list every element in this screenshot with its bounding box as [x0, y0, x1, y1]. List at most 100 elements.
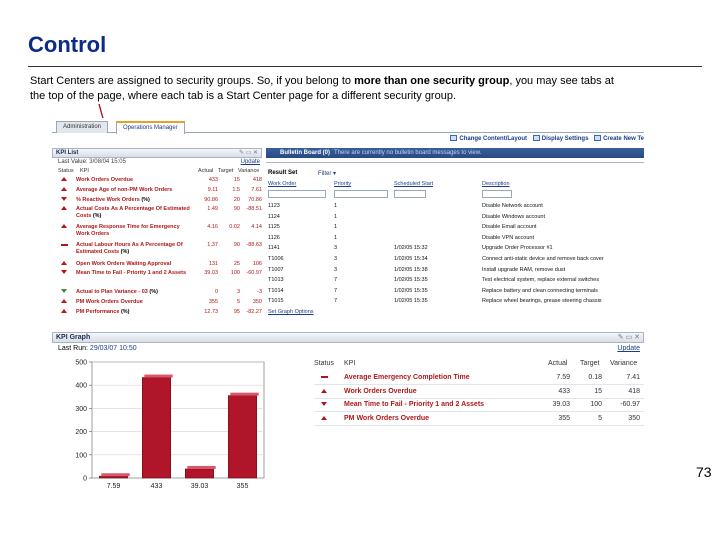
- kpi-variance: 7.61: [251, 187, 262, 193]
- kpi-name-text: Actual Labour Hours As A Percentage Of E…: [76, 242, 183, 255]
- kpi-variance: 106: [252, 261, 262, 267]
- kpi-target: 0.18: [588, 374, 602, 381]
- kpi-list-header: KPI List ✎ ▭ ✕: [52, 148, 262, 158]
- kpi-list-update-link[interactable]: Update: [240, 159, 260, 165]
- kpi-name[interactable]: Work Orders Overdue: [76, 177, 194, 184]
- kpi-unit: (%): [149, 289, 158, 295]
- trend-up-icon: [61, 187, 67, 191]
- kpi-name-text: Actual to Plan Variance - 03: [76, 289, 148, 295]
- kpi-name-text: % Reactive Work Orders: [76, 197, 140, 203]
- create-new-link[interactable]: Create New Te: [594, 135, 644, 142]
- kpi-name[interactable]: Average Emergency Completion Time: [344, 374, 470, 381]
- title-divider: [28, 66, 702, 67]
- kpi-graph-row[interactable]: Average Emergency Completion Time 7.59 0.1…: [314, 372, 644, 385]
- kpi-list-meta: Last Value: 3/08/04 15:05 Update: [58, 159, 260, 165]
- kpi-variance: 418: [252, 177, 262, 183]
- y-tick-label: 200: [75, 429, 87, 436]
- kpi-name[interactable]: Actual Costs As A Percentage Of Estimate…: [76, 206, 194, 219]
- kpi-target: 90: [233, 206, 240, 212]
- kpi-actual: 433: [558, 387, 570, 395]
- kpi-variance: -60.97: [246, 270, 262, 276]
- kpi-graph-row[interactable]: Work Orders Overdue 433 15 418: [314, 386, 644, 399]
- set-graph-options-link[interactable]: Set Graph Options: [268, 309, 314, 315]
- chart-bar: [99, 475, 128, 479]
- cell-desc: Install upgrade RAM, remove dust: [482, 266, 566, 273]
- kpi-name[interactable]: PM Performance (%): [76, 309, 194, 316]
- cell-desc: Replace wheel bearings, grease steering …: [482, 298, 602, 305]
- kpi-graph-portlet: KPI Graph ✎ ▭ ✕ Last Run: 29/03/07 10:50…: [52, 332, 644, 498]
- tab-administration[interactable]: Administration: [56, 121, 109, 133]
- result-set-title: Result Set: [268, 170, 298, 176]
- kpi-graph-update-link[interactable]: Update: [617, 345, 640, 352]
- filter-scheduled-start-input[interactable]: [394, 190, 426, 198]
- kpi-variance: 350: [628, 414, 640, 422]
- kpi-name[interactable]: Average Response Time for Emergency Work…: [76, 224, 194, 237]
- kpi-status: [318, 374, 330, 381]
- cell-wo: 1141: [268, 245, 280, 252]
- kpi-graph-row[interactable]: PM Work Orders Overdue 355 5 350: [314, 413, 644, 426]
- cell-start: 1/02/05 15:34: [394, 256, 428, 262]
- col-priority[interactable]: Priority: [334, 181, 352, 187]
- portlet-edit-icons[interactable]: ✎ ▭ ✕: [238, 150, 258, 156]
- filter-work-order-input[interactable]: [268, 190, 326, 198]
- cell-priority: 7: [334, 277, 338, 284]
- kpi-name[interactable]: Open Work Orders Waiting Approval: [76, 261, 194, 268]
- y-tick-label: 500: [75, 360, 87, 367]
- col-target: Target: [580, 360, 600, 367]
- filter-priority-input[interactable]: [334, 190, 388, 198]
- kpi-target: 3: [236, 289, 240, 295]
- trend-down-icon: [61, 289, 67, 293]
- bulletin-title[interactable]: Bulletin Board (0): [280, 150, 331, 156]
- kpi-name[interactable]: Mean Time to Fail - Priority 1 and 2 Ass…: [344, 401, 485, 408]
- col-description[interactable]: Description: [482, 181, 510, 187]
- kpi-status: [58, 197, 70, 203]
- cell-desc: Disable VPN account: [482, 234, 534, 241]
- trend-up-icon: [61, 224, 67, 228]
- kpi-name[interactable]: Mean Time to Fail - Priority 1 and 2 Ass…: [76, 270, 194, 277]
- cell-priority: 3: [334, 245, 338, 252]
- kpi-name[interactable]: PM Work Orders Overdue: [344, 414, 430, 422]
- kpi-name[interactable]: Work Orders Overdue: [344, 387, 417, 395]
- cell-desc: Disable Network account: [482, 203, 543, 209]
- kpi-actual: 131: [208, 261, 218, 267]
- kpi-name-text: Average Response Time for Emergency Work…: [76, 224, 180, 237]
- kpi-name[interactable]: Actual Labour Hours As A Percentage Of E…: [76, 242, 194, 255]
- cell-start: 1/02/05 15:35: [394, 277, 428, 284]
- kpi-status: [318, 401, 330, 408]
- cell-start: 1/02/05 15:38: [394, 266, 428, 273]
- kpi-name[interactable]: PM Work Orders Overdue: [76, 299, 194, 306]
- kpi-actual: 1.49: [207, 206, 218, 212]
- kpi-name[interactable]: Actual to Plan Variance - 03 (%): [76, 289, 194, 296]
- col-kpi: KPI: [344, 360, 356, 367]
- kpi-variance: 4.14: [251, 224, 262, 230]
- cell-desc: Upgrade Order Processor #1: [482, 245, 553, 252]
- start-center-toolbar: Change Content/Layout Display Settings C…: [446, 135, 644, 142]
- y-tick-label: 0: [83, 476, 87, 483]
- new-template-icon: [594, 135, 602, 141]
- layout-icon: [450, 135, 458, 141]
- cell-priority: 1: [334, 224, 338, 231]
- portlet-edit-icons[interactable]: ✎ ▭ ✕: [617, 334, 640, 341]
- kpi-actual: 4.16: [207, 224, 218, 230]
- bulletin-board-bar: Bulletin Board (0) There are currently no…: [266, 148, 644, 158]
- tab-operations-manager[interactable]: Operations Manager: [116, 121, 185, 134]
- display-settings-link[interactable]: Display Settings: [532, 135, 588, 142]
- filter-link[interactable]: Filter ▾: [318, 171, 337, 177]
- filter-description-input[interactable]: [482, 190, 512, 198]
- kpi-target: 95: [233, 309, 240, 315]
- col-work-order[interactable]: Work Order: [268, 181, 297, 187]
- kpi-name[interactable]: Average Age of non-PM Work Orders: [76, 187, 194, 194]
- col-actual: Actual: [198, 168, 214, 174]
- chart-bar-top: [144, 374, 173, 378]
- cell-priority: 3: [334, 266, 338, 273]
- col-scheduled-start[interactable]: Scheduled Start: [394, 181, 434, 187]
- kpi-variance: 418: [628, 387, 640, 395]
- cell-priority: 1: [334, 213, 338, 220]
- kpi-name[interactable]: % Reactive Work Orders (%): [76, 197, 194, 204]
- change-content-link[interactable]: Change Content/Layout: [450, 135, 527, 142]
- trend-up-icon: [61, 177, 67, 181]
- cell-wo: 1123: [268, 203, 280, 209]
- kpi-graph-row[interactable]: Mean Time to Fail - Priority 1 and 2 Ass…: [314, 399, 644, 412]
- kpi-target: 5: [236, 299, 240, 305]
- trend-up-icon: [61, 206, 67, 210]
